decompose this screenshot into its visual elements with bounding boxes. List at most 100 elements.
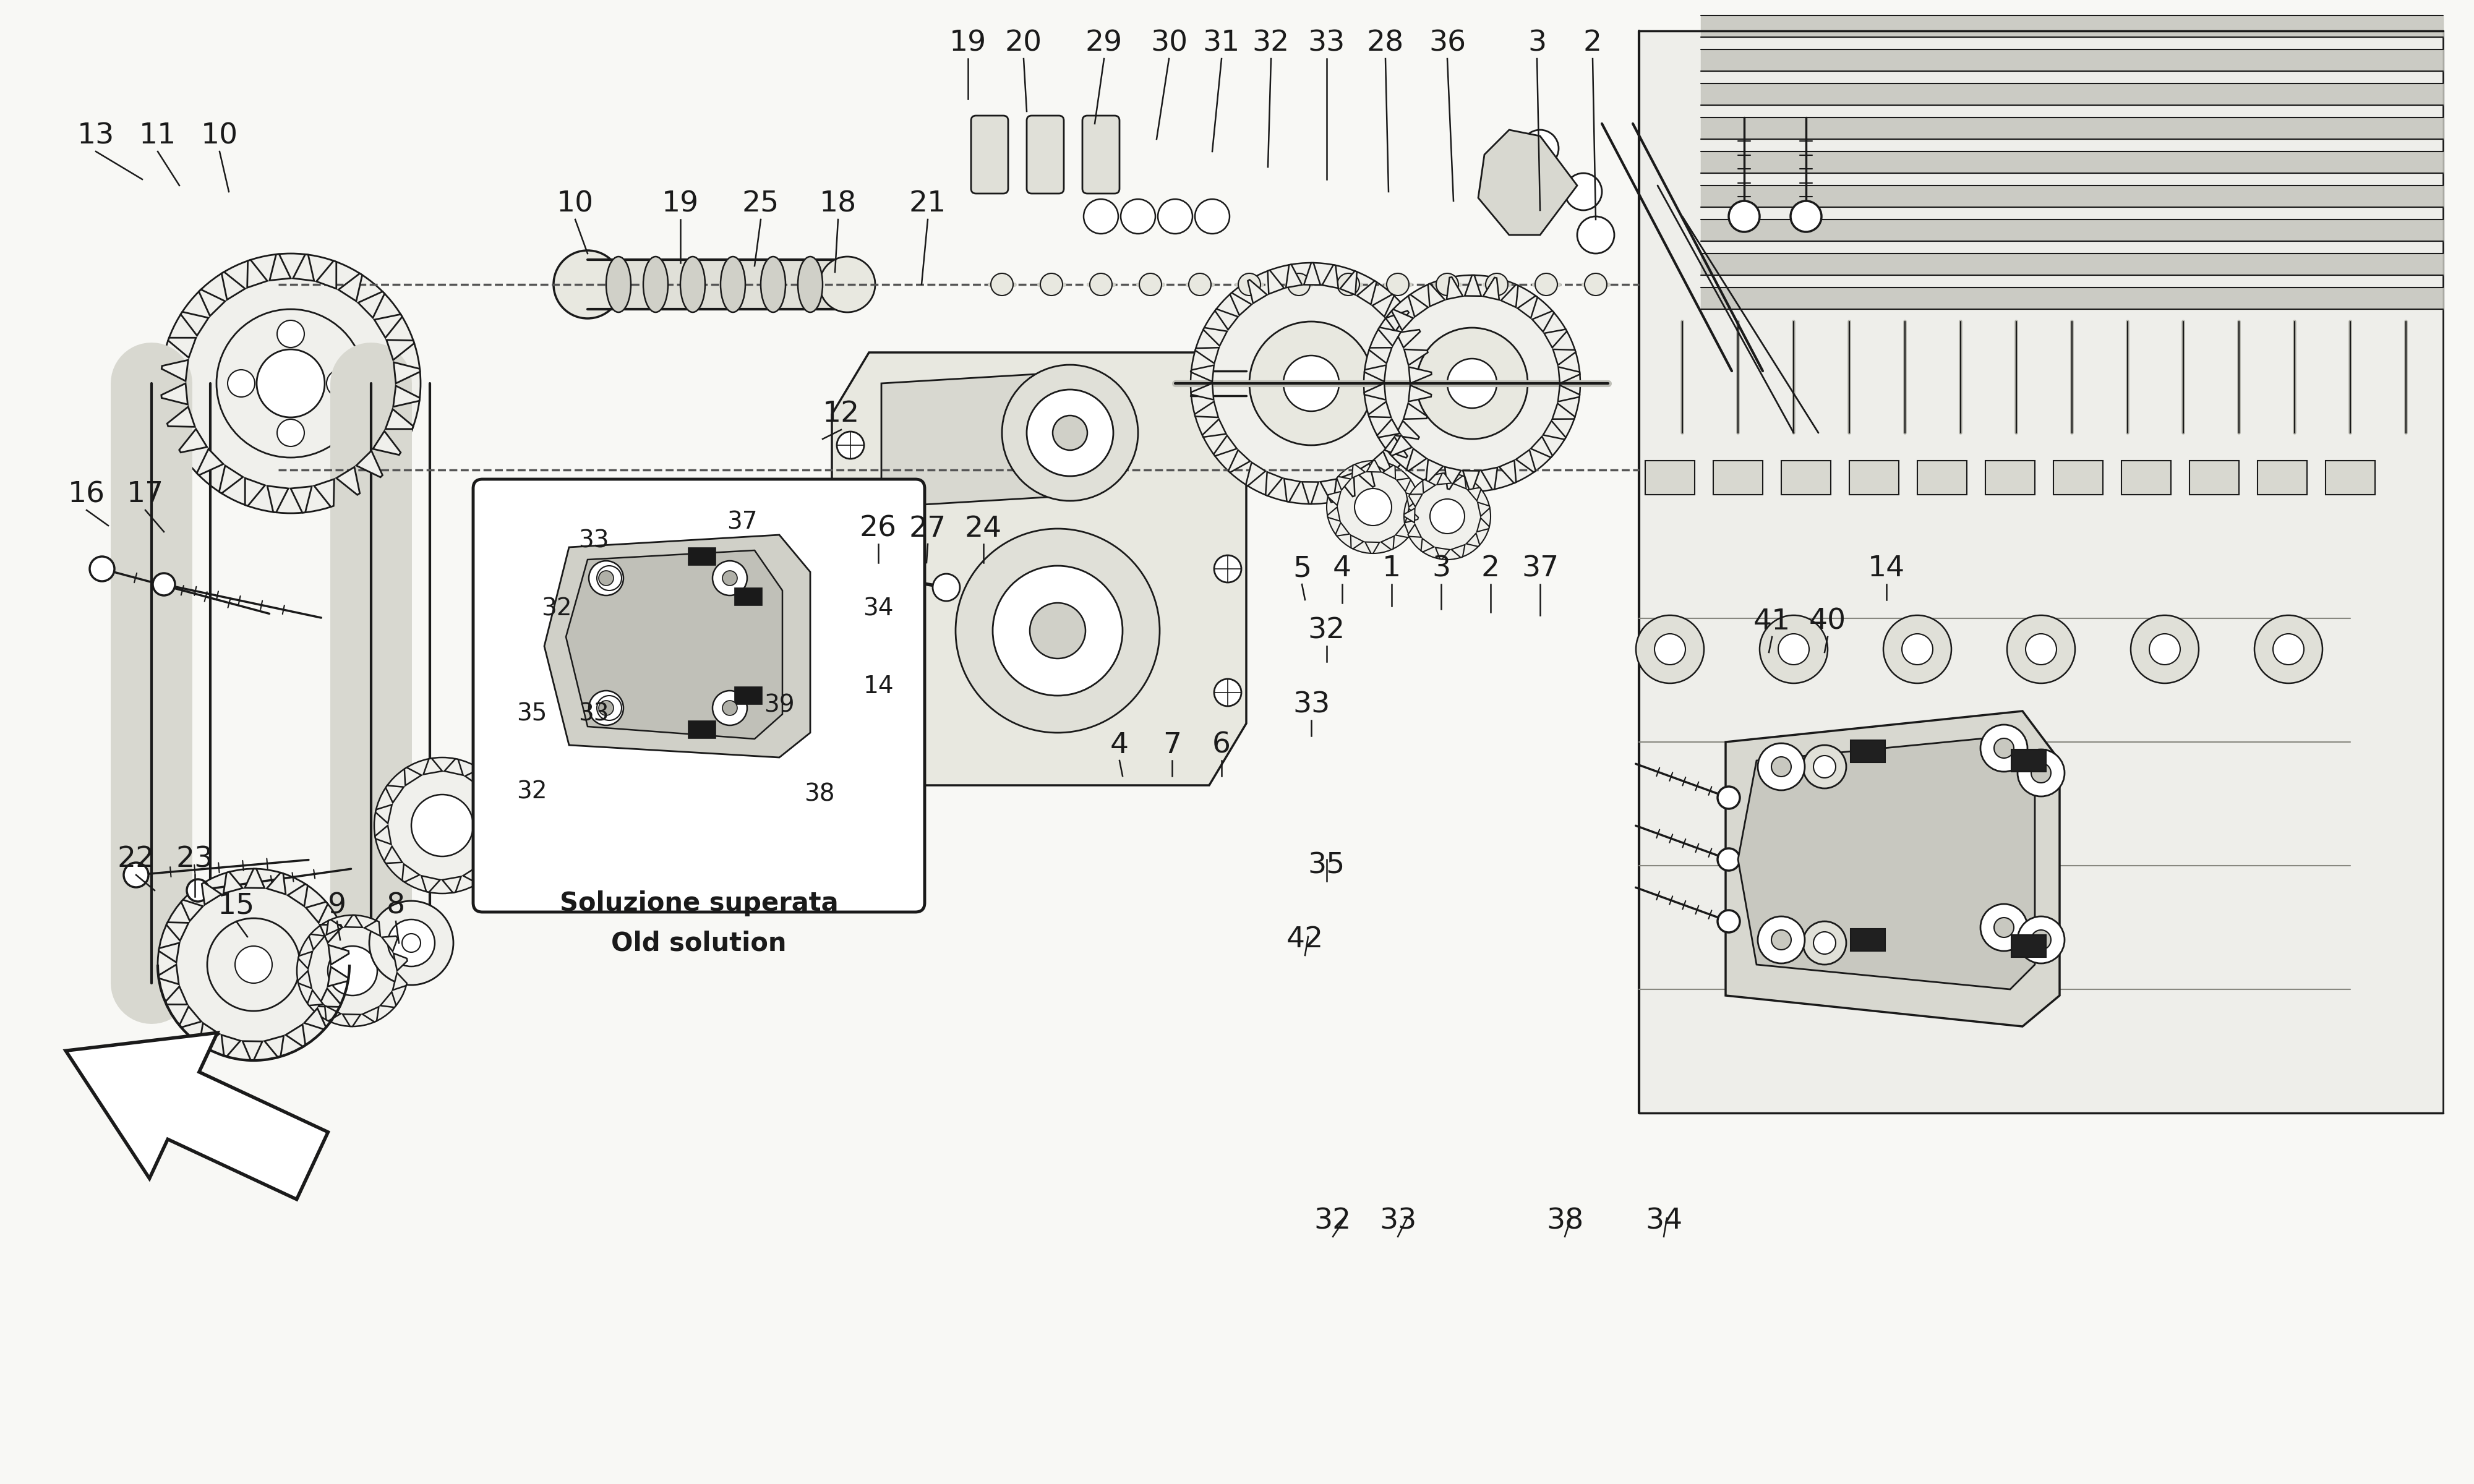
Polygon shape — [1420, 539, 1435, 552]
Polygon shape — [1351, 536, 1363, 549]
Circle shape — [596, 696, 621, 720]
Text: 8: 8 — [386, 892, 406, 920]
Polygon shape — [1351, 464, 1366, 478]
Text: 4: 4 — [1111, 732, 1128, 758]
Bar — [1851, 741, 1885, 763]
Polygon shape — [220, 466, 242, 493]
Polygon shape — [1286, 264, 1301, 288]
Polygon shape — [168, 407, 195, 427]
Circle shape — [388, 920, 435, 966]
Polygon shape — [327, 920, 341, 935]
Polygon shape — [292, 487, 312, 512]
Bar — [735, 588, 762, 605]
Bar — [1781, 460, 1831, 494]
Polygon shape — [381, 936, 398, 951]
Circle shape — [2130, 616, 2199, 683]
Polygon shape — [181, 899, 203, 922]
Polygon shape — [851, 527, 871, 543]
Circle shape — [1883, 616, 1952, 683]
Polygon shape — [1304, 263, 1321, 285]
Text: 21: 21 — [908, 190, 948, 218]
Bar — [688, 548, 715, 565]
Text: 5: 5 — [1291, 555, 1311, 583]
Circle shape — [717, 482, 878, 643]
Circle shape — [1239, 273, 1262, 295]
Circle shape — [1447, 359, 1497, 408]
Circle shape — [1430, 499, 1465, 534]
Text: 4: 4 — [1333, 555, 1351, 583]
Text: 19: 19 — [950, 30, 987, 58]
Polygon shape — [1336, 476, 1351, 490]
Circle shape — [297, 916, 408, 1027]
Polygon shape — [881, 371, 1089, 508]
Polygon shape — [1341, 272, 1356, 295]
Circle shape — [1215, 555, 1242, 582]
Circle shape — [2031, 930, 2051, 950]
Polygon shape — [1425, 460, 1442, 482]
Text: 38: 38 — [1546, 1208, 1583, 1235]
Circle shape — [161, 254, 421, 513]
Polygon shape — [760, 616, 777, 634]
Polygon shape — [1477, 518, 1489, 531]
Text: 26: 26 — [858, 515, 898, 543]
Polygon shape — [203, 883, 223, 905]
Bar — [1984, 460, 2034, 494]
Text: 34: 34 — [863, 597, 893, 620]
Text: 33: 33 — [579, 702, 609, 726]
Text: 33: 33 — [579, 530, 609, 552]
Text: 33: 33 — [1309, 30, 1346, 58]
Polygon shape — [336, 467, 359, 494]
Text: 1: 1 — [1383, 555, 1400, 583]
Polygon shape — [1284, 478, 1301, 502]
Circle shape — [2006, 616, 2076, 683]
Text: 32: 32 — [1314, 1208, 1351, 1235]
Polygon shape — [1405, 349, 1427, 365]
Circle shape — [821, 543, 849, 570]
Polygon shape — [1445, 467, 1462, 490]
Circle shape — [215, 926, 292, 1003]
Text: 13: 13 — [77, 122, 114, 150]
Polygon shape — [1395, 329, 1420, 347]
Circle shape — [1979, 904, 2029, 951]
Circle shape — [1779, 634, 1808, 665]
Polygon shape — [799, 484, 819, 502]
Circle shape — [1356, 488, 1390, 525]
Circle shape — [416, 798, 470, 853]
Polygon shape — [717, 562, 735, 580]
Circle shape — [228, 370, 255, 396]
Polygon shape — [742, 505, 760, 522]
Text: 37: 37 — [1522, 555, 1559, 583]
Polygon shape — [327, 966, 349, 987]
Circle shape — [277, 418, 304, 447]
Polygon shape — [725, 583, 745, 600]
Polygon shape — [1380, 536, 1395, 549]
Polygon shape — [393, 386, 421, 407]
Polygon shape — [1531, 436, 1554, 457]
Polygon shape — [247, 260, 267, 288]
Circle shape — [1249, 322, 1373, 445]
Bar — [2123, 460, 2172, 494]
Polygon shape — [158, 965, 178, 984]
Circle shape — [1385, 273, 1410, 295]
Polygon shape — [1517, 450, 1536, 472]
Text: 27: 27 — [908, 515, 948, 543]
Polygon shape — [1366, 542, 1380, 554]
Bar — [1645, 460, 1695, 494]
Text: 32: 32 — [1309, 617, 1346, 644]
Polygon shape — [492, 828, 510, 846]
Polygon shape — [319, 925, 341, 942]
Circle shape — [933, 574, 960, 601]
Polygon shape — [1366, 460, 1380, 472]
Polygon shape — [1465, 275, 1482, 295]
Polygon shape — [1230, 292, 1252, 316]
Polygon shape — [861, 545, 878, 562]
Polygon shape — [1215, 309, 1237, 329]
Polygon shape — [344, 916, 364, 927]
Polygon shape — [836, 603, 854, 622]
Polygon shape — [393, 362, 421, 383]
Polygon shape — [1321, 264, 1338, 288]
Bar — [2256, 460, 2306, 494]
Circle shape — [1326, 460, 1420, 554]
Circle shape — [327, 370, 354, 396]
Polygon shape — [1435, 548, 1450, 559]
